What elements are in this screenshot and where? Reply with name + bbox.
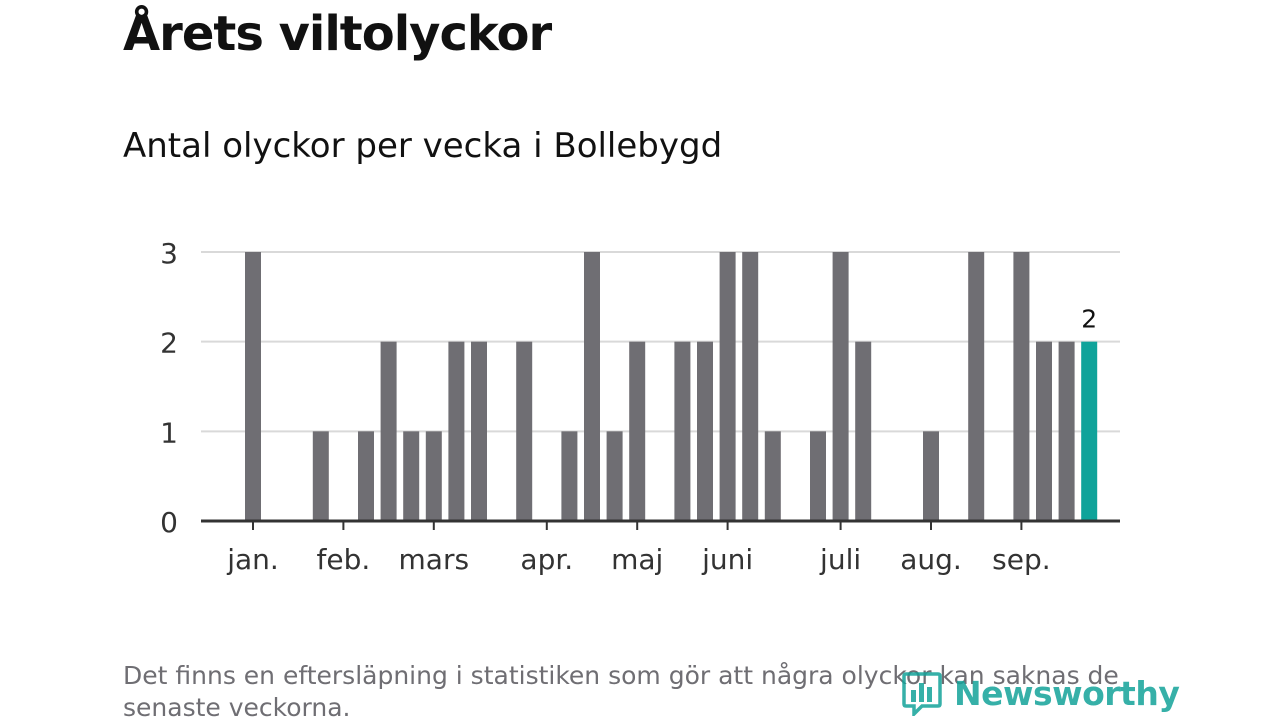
x-tick-label: feb. [317,543,371,576]
footnote: Det finns en eftersläpning i statistiken… [123,661,1119,722]
highlight-bar [1081,341,1098,521]
x-tick-label: juni [701,543,753,576]
bar-chart-bubble-icon [902,672,942,716]
bar [425,431,442,521]
bar [764,431,781,521]
data-label: 2 [1081,305,1097,334]
bar [403,431,420,521]
bar [312,431,329,521]
bar [697,341,713,521]
x-tick-label: jan. [226,543,279,576]
y-tick-label: 0 [160,506,178,539]
bar [742,252,759,521]
bar [448,341,465,521]
bar [606,431,623,521]
chart-subtitle: Antal olyckor per vecka i Bollebygd [123,126,723,166]
x-tick-label: juli [819,543,861,576]
x-tick-label: apr. [520,543,573,576]
x-tick-label: aug. [900,543,962,576]
bar [584,252,600,521]
y-tick-label: 2 [160,327,178,360]
bar [674,341,691,521]
bar [1036,341,1052,521]
bar [516,341,533,521]
x-tick-label: mars [399,543,470,576]
bar [832,252,849,521]
y-tick-label: 3 [160,237,178,270]
bar [1013,252,1030,521]
chart-title: Årets viltolyckor [123,6,552,62]
bar [719,252,736,521]
bar [245,252,261,521]
bar [358,431,374,521]
bar [855,341,872,521]
bar [471,341,487,521]
bar [923,431,939,521]
x-tick-label: sep. [992,543,1051,576]
bar [561,431,578,521]
bar [968,252,985,521]
brand-name: Newsworthy [954,673,1180,713]
bar [380,341,397,521]
bar [1058,341,1075,521]
bar [629,341,646,521]
bar [810,431,826,521]
y-tick-label: 1 [160,416,178,449]
x-tick-label: maj [611,543,663,576]
newsworthy-logo: Newsworthy [902,668,1180,718]
